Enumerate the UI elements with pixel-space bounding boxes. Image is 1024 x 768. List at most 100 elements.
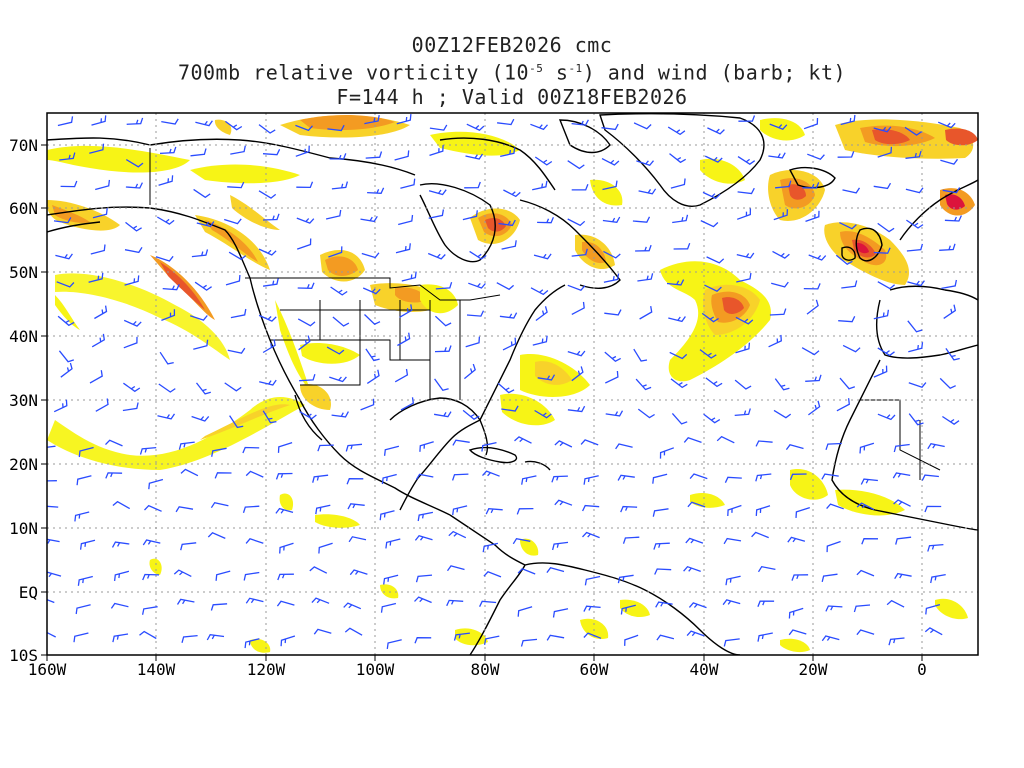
wind-barb [501,240,517,250]
wind-barb [605,410,624,417]
wind-barb [195,120,213,127]
wind-barb [296,181,314,189]
lon-label-40w: 40W [690,660,719,679]
wind-barb [159,351,174,365]
wind-barb [734,379,752,390]
wind-barb [317,444,334,452]
wind-barb [327,124,345,132]
wind-barb [906,243,924,252]
wind-barb [469,250,487,260]
lat-label-60n: 60N [9,199,38,218]
wind-barb [633,122,652,130]
wind-barb [452,439,470,446]
wind-barb [228,251,247,261]
wind-barb [551,541,569,551]
wind-barb [332,316,350,327]
wind-barb [873,247,891,254]
wind-barb [755,473,772,482]
wind-barb [55,253,73,260]
wind-barb [94,305,108,320]
wind-barb [877,146,893,158]
wind-barb [446,599,464,607]
wind-barb [669,153,687,164]
wind-barb [142,573,160,581]
wind-barb [773,209,789,221]
wind-barb [655,601,673,608]
wind-barb [512,537,531,545]
wind-barb [861,538,879,545]
wind-barb [89,143,105,154]
wind-barb [417,511,434,522]
wind-barb [671,412,688,425]
wind-barb [908,342,924,353]
wind-barb [686,630,705,637]
wind-barb [360,398,375,411]
wind-barb [362,287,381,295]
wind-barb [546,634,565,641]
wind-barb [803,283,821,290]
wind-barb [632,216,651,223]
wind-barb [155,255,174,262]
wind-barb [892,472,911,479]
wind-barb [446,565,465,572]
wind-barb [211,447,227,457]
wind-barb [206,633,225,641]
wind-barb [112,633,129,643]
wind-barb [479,600,497,607]
wind-barb [699,349,717,359]
wind-barb [605,370,619,384]
wind-barb [517,568,536,575]
latitude-labels: 70N 60N 50N 40N 30N 20N 10N EQ 10S [9,136,38,665]
wind-barb [535,306,548,322]
wind-barb [873,126,892,133]
wind-barb [47,505,59,508]
title-line-valid-time: F=144 h ; Valid 00Z18FEB2026 [336,84,688,109]
wind-barb [534,409,552,419]
wind-barb [601,158,620,166]
wind-barb [381,473,397,485]
wind-barb [582,504,600,512]
wind-barb [262,213,280,221]
lon-label-160w: 160W [28,660,67,679]
lon-label-120w: 120W [247,660,286,679]
wind-barb [227,347,246,354]
wind-barb [554,499,573,506]
wind-barb [462,409,480,420]
wind-barb [700,220,719,228]
wind-barb [383,445,400,456]
wind-barb [603,250,621,259]
wind-barb [125,221,142,232]
wind-barb [57,116,74,127]
wind-barb [757,565,776,573]
wind-barb [768,152,786,159]
wind-barb [856,569,875,577]
wind-barb [464,181,481,189]
wind-barb [428,189,447,196]
wind-barb [53,217,72,224]
wind-barb [60,362,73,378]
wind-barb [791,574,809,581]
wind-barb [329,153,347,160]
wind-barb [496,282,515,291]
wind-barb [176,598,195,605]
wind-barb [774,378,790,391]
wind-barb [214,472,232,479]
wind-barb [360,215,378,223]
wind-barb [79,539,96,550]
wind-barb [571,184,589,191]
wind-barb [88,272,104,283]
wind-barb [638,188,657,195]
wind-barb [808,400,821,416]
wind-barb [604,309,622,316]
wind-barb [808,254,827,261]
wind-barb [788,629,807,636]
wind-barb [91,333,106,348]
wind-barb [175,506,194,513]
wind-barb [652,473,668,484]
wind-barb [736,252,755,259]
wind-barb [622,536,640,544]
lon-label-140w: 140W [137,660,176,679]
wind-barb [295,124,313,132]
lat-label-30n: 30N [9,391,38,410]
